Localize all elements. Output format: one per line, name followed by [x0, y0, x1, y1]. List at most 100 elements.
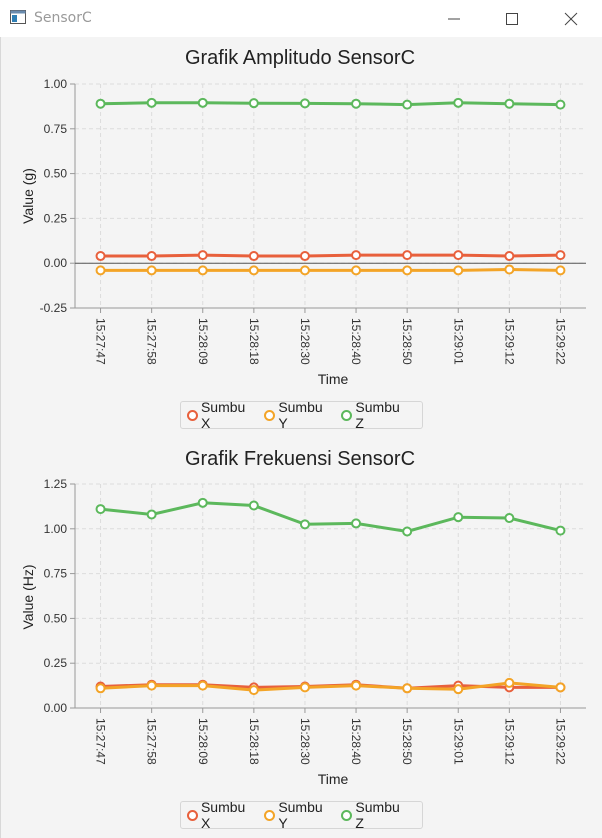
x-axis-label: Time — [318, 771, 349, 787]
x-tick-label: 15:29:12 — [502, 318, 516, 365]
data-point — [402, 683, 413, 694]
app-window-icon — [10, 10, 26, 24]
x-tick-label: 15:29:22 — [553, 318, 567, 365]
series-line — [100, 101, 561, 107]
chart-title: Grafik Amplitudo SensorC — [185, 47, 415, 69]
x-tick-label: 15:28:50 — [400, 718, 414, 765]
chart-legend: Sumbu X Sumbu Y Sumbu Z — [180, 399, 423, 431]
data-point — [555, 99, 566, 110]
plot-area: -0.25 0.00 0.25 0.50 0.75 1.00 15:27:47 15:27:5… — [40, 77, 586, 365]
data-point — [95, 251, 106, 262]
data-point — [504, 264, 515, 275]
y-tick-label: 0.50 — [44, 611, 68, 625]
legend-item-sumbu-z: Sumbu Z — [341, 399, 412, 431]
data-point — [248, 500, 259, 511]
legend-label: Sumbu Y — [278, 399, 323, 431]
data-point — [351, 518, 362, 529]
y-tick-label: 0.25 — [44, 211, 68, 225]
series-line — [100, 681, 561, 692]
data-point — [146, 251, 157, 262]
data-point — [453, 265, 464, 276]
x-tick-label: 15:27:47 — [94, 718, 108, 765]
legend-item-sumbu-x: Sumbu X — [187, 799, 258, 831]
data-point — [299, 98, 310, 109]
data-point — [351, 98, 362, 109]
minimize-icon — [448, 18, 460, 20]
x-tick-label: 15:29:12 — [502, 718, 516, 765]
data-point — [146, 97, 157, 108]
x-tick-label: 15:29:22 — [553, 718, 567, 765]
data-point — [248, 265, 259, 276]
legend-item-sumbu-y: Sumbu Y — [264, 399, 335, 431]
y-tick-label: 0.00 — [44, 701, 68, 715]
x-tick-label: 15:29:01 — [451, 718, 465, 765]
data-point — [351, 265, 362, 276]
data-point — [197, 680, 208, 691]
legend-label: Sumbu Z — [355, 399, 400, 431]
y-tick-label: 0.50 — [44, 167, 68, 181]
legend-label: Sumbu Z — [355, 799, 400, 831]
y-tick-label: -0.25 — [40, 301, 68, 315]
y-tick-label: 0.00 — [44, 256, 68, 270]
maximize-button[interactable] — [489, 0, 535, 37]
data-point — [504, 98, 515, 109]
y-tick-label: 0.75 — [44, 567, 68, 581]
data-point — [402, 265, 413, 276]
legend-marker-icon — [341, 809, 353, 821]
data-point — [248, 685, 259, 696]
data-point — [197, 265, 208, 276]
x-axis-label: Time — [318, 371, 349, 387]
data-point — [197, 497, 208, 508]
data-point — [299, 682, 310, 693]
data-point — [95, 683, 106, 694]
legend-label: Sumbu X — [200, 799, 246, 831]
data-point — [248, 98, 259, 109]
data-point — [555, 265, 566, 276]
data-point — [248, 251, 259, 262]
series-line — [100, 253, 561, 258]
series-line — [100, 501, 561, 534]
data-point — [555, 525, 566, 536]
x-tick-label: 15:28:18 — [247, 718, 261, 765]
y-tick-label: 1.25 — [44, 477, 68, 491]
y-tick-label: 0.75 — [44, 122, 68, 136]
data-point — [146, 265, 157, 276]
y-tick-label: 1.00 — [44, 522, 68, 536]
data-point — [95, 265, 106, 276]
x-tick-label: 15:27:47 — [94, 318, 108, 365]
data-point — [504, 677, 515, 688]
x-tick-label: 15:28:18 — [247, 318, 261, 365]
data-point — [402, 99, 413, 110]
x-tick-label: 15:28:09 — [196, 318, 210, 365]
data-point — [504, 251, 515, 262]
data-point — [299, 251, 310, 262]
x-tick-label: 15:27:58 — [145, 318, 159, 365]
x-tick-label: 15:28:50 — [400, 318, 414, 365]
chart-title: Grafik Frekuensi SensorC — [185, 448, 415, 470]
x-tick-label: 15:28:40 — [349, 718, 363, 765]
legend-item-sumbu-z: Sumbu Z — [341, 799, 412, 831]
data-point — [453, 684, 464, 695]
x-tick-label: 15:28:40 — [349, 318, 363, 365]
data-point — [453, 97, 464, 108]
chart-legend: Sumbu X Sumbu Y Sumbu Z — [180, 799, 423, 831]
plot-area: 0.00 0.25 0.50 0.75 1.00 1.25 15:27:47 15:27:58… — [44, 477, 586, 765]
data-point — [95, 98, 106, 109]
amplitude-chart: Grafik Amplitudo SensorC -0.25 0.00 0.25 0.… — [20, 47, 586, 387]
legend-item-sumbu-x: Sumbu X — [187, 399, 258, 431]
legend-marker-icon — [341, 409, 353, 421]
legend-item-sumbu-y: Sumbu Y — [264, 799, 335, 831]
y-tick-label: 0.25 — [44, 656, 68, 670]
close-button[interactable] — [548, 0, 594, 37]
data-point — [95, 504, 106, 515]
data-point — [351, 250, 362, 261]
legend-marker-icon — [264, 809, 276, 821]
frequency-chart: Grafik Frekuensi SensorC 0.00 0.25 0.50 0.7… — [20, 448, 586, 787]
title-bar: SensorC — [0, 0, 602, 37]
data-point — [197, 97, 208, 108]
legend-marker-icon — [187, 809, 198, 821]
x-tick-label: 15:29:01 — [451, 318, 465, 365]
x-tick-label: 15:28:09 — [196, 718, 210, 765]
data-point — [351, 680, 362, 691]
minimize-button[interactable] — [431, 0, 477, 37]
